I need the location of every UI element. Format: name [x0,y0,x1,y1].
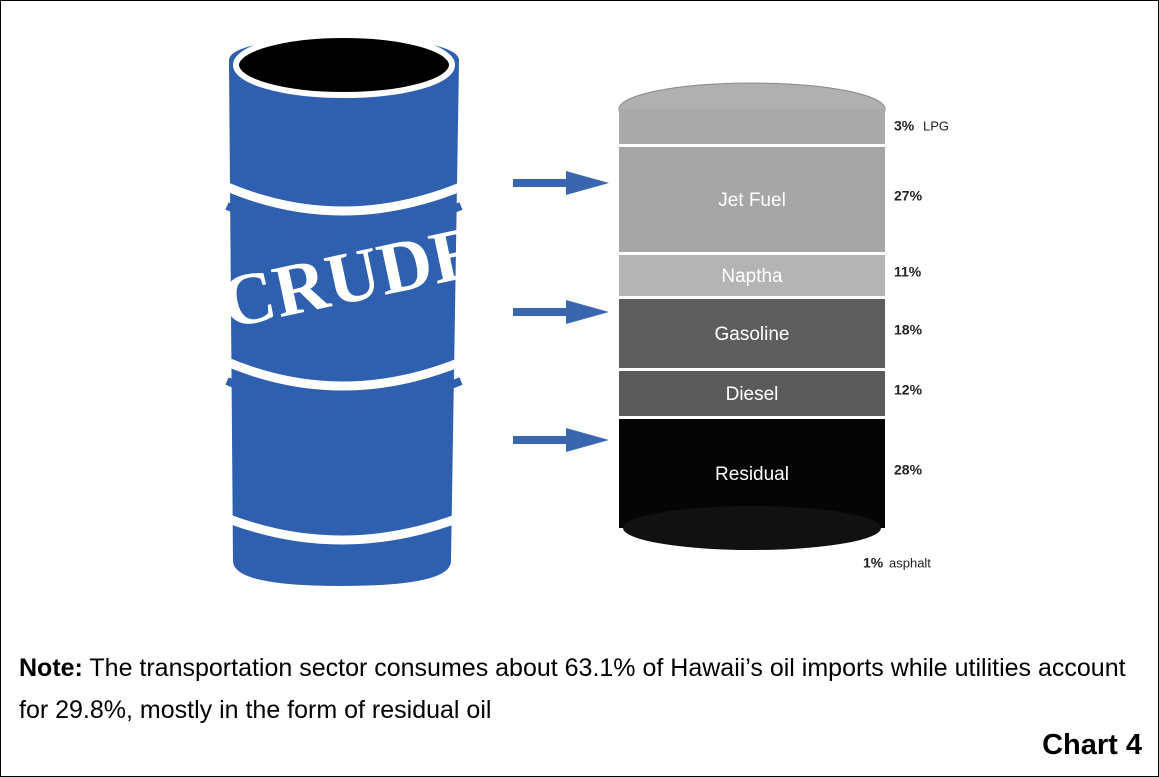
segment [619,299,885,368]
segment-label: LPG [923,118,949,133]
value-label: 11% [894,264,922,280]
segment-label: Jet Fuel [718,190,786,211]
bottom-cap [623,506,881,550]
caption: Chart 4 [1042,729,1142,761]
diagram: CRUDE 3% LPG 27% Jet Fuel 11% Naptha 18% Gasoli… [214,32,949,586]
note-text: The transportation sector consumes about… [19,654,1126,724]
crude-barrel: CRUDE [214,32,488,586]
value-label: 27% [894,188,923,204]
segment [619,371,885,416]
value-label: 28% [894,462,923,478]
segment-label: asphalt [889,555,931,570]
note: Note: The transportation sector consumes… [19,647,1139,731]
segment [619,147,885,252]
segment-label: Residual [715,464,789,485]
value-label: 3% [894,118,915,134]
segment-label: Naptha [721,266,783,287]
note-label: Note: [19,654,83,682]
value-label: 18% [894,322,923,338]
segment [619,109,885,144]
segment [619,255,885,296]
segment-label: Diesel [726,384,779,405]
arrows [513,171,609,452]
value-label: 12% [894,382,923,398]
segment-label: Gasoline [715,324,790,345]
value-label: 1% [863,555,884,571]
